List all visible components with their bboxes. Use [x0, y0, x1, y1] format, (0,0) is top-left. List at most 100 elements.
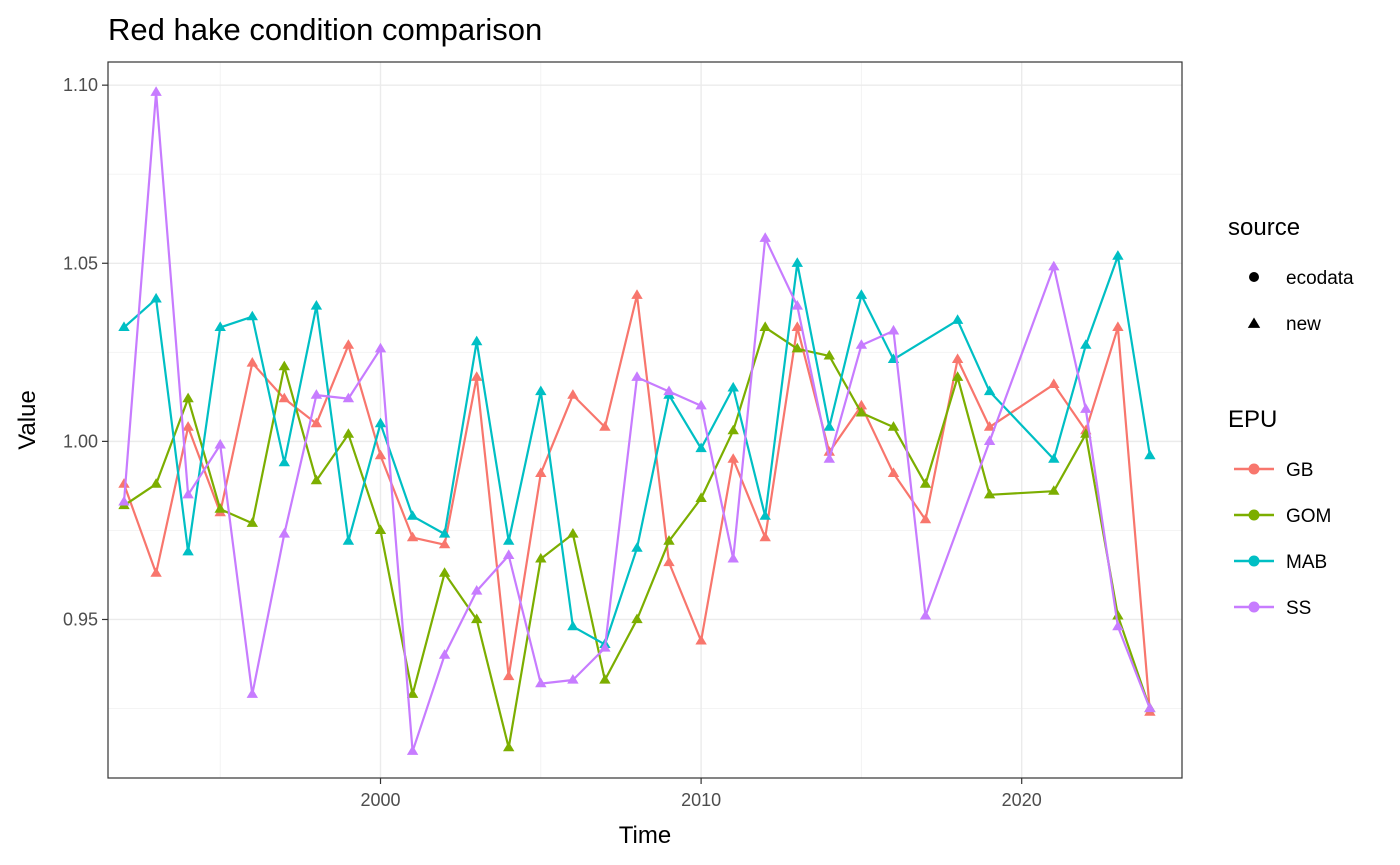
data-point — [1080, 403, 1092, 413]
data-point — [1112, 321, 1124, 331]
data-point — [503, 549, 515, 559]
series-line-gb — [122, 294, 1151, 713]
data-point — [471, 613, 483, 624]
legend: source ecodata new EPU GB GOM MAB SS — [1228, 214, 1354, 619]
data-point — [471, 335, 483, 346]
data-point — [406, 510, 419, 520]
data-point — [823, 453, 835, 463]
x-axis-title: Time — [619, 822, 671, 849]
series-layer — [118, 86, 1156, 755]
data-point — [791, 257, 803, 267]
data-point — [310, 474, 323, 485]
data-point — [1144, 449, 1156, 460]
data-point — [1112, 250, 1124, 260]
data-point — [823, 421, 835, 431]
data-point — [214, 503, 226, 513]
data-point — [887, 421, 900, 431]
data-point — [278, 456, 290, 467]
data-point — [342, 392, 355, 403]
data-point — [823, 349, 835, 360]
data-point — [406, 531, 419, 542]
data-point — [567, 620, 579, 631]
y-axis-title: Value — [14, 390, 41, 450]
data-point — [246, 688, 258, 698]
data-point — [567, 389, 579, 399]
data-point — [663, 556, 675, 567]
data-point — [791, 300, 803, 310]
data-point — [278, 392, 290, 403]
data-point — [983, 435, 996, 445]
x-tick-label: 2020 — [1002, 790, 1042, 810]
data-point — [727, 552, 739, 563]
data-point — [951, 314, 964, 324]
data-point — [1144, 702, 1156, 713]
data-point — [631, 371, 643, 381]
data-point — [727, 424, 739, 435]
data-point — [535, 467, 547, 477]
legend-key-point-ss — [1248, 601, 1260, 613]
data-point — [759, 321, 771, 331]
legend-label-ss: SS — [1286, 598, 1311, 619]
data-point — [663, 385, 675, 396]
data-point — [471, 585, 483, 595]
data-point — [150, 478, 162, 488]
data-point — [1112, 620, 1124, 631]
data-point — [855, 339, 868, 349]
panel-border — [107, 61, 1183, 779]
x-tick-label: 2000 — [360, 790, 400, 810]
data-point — [310, 300, 323, 310]
data-point — [150, 292, 162, 303]
grid — [108, 62, 1182, 778]
data-point — [246, 310, 258, 321]
data-point — [406, 745, 419, 755]
data-point — [374, 342, 387, 353]
data-point — [150, 86, 162, 96]
data-point — [791, 321, 803, 331]
data-point — [214, 321, 226, 331]
series-line-gom — [123, 326, 1151, 749]
legend-label-ecodata: ecodata — [1286, 268, 1354, 289]
y-tick-label: 1.00 — [63, 431, 98, 451]
data-point — [503, 670, 515, 681]
data-point — [599, 421, 611, 431]
data-point — [759, 510, 771, 520]
data-point — [599, 642, 611, 652]
data-point — [438, 528, 451, 538]
data-point — [406, 688, 419, 698]
data-point — [503, 741, 515, 752]
data-point — [983, 385, 996, 396]
legend-key-ecodata — [1249, 272, 1259, 282]
data-point — [535, 677, 547, 688]
data-point — [1048, 378, 1060, 388]
data-point — [1048, 453, 1060, 463]
data-point — [855, 406, 868, 417]
data-point — [438, 567, 451, 577]
data-point — [118, 321, 130, 331]
data-point — [1112, 609, 1124, 620]
data-point — [1080, 339, 1092, 349]
data-point — [887, 467, 900, 477]
data-point — [631, 289, 643, 299]
data-point — [535, 385, 547, 396]
data-point — [951, 371, 964, 381]
y-tick-label: 1.10 — [63, 75, 98, 95]
data-point — [246, 357, 258, 367]
data-point — [727, 453, 739, 463]
y-tick-label: 1.05 — [63, 253, 98, 273]
data-point — [246, 517, 258, 527]
data-point — [471, 371, 483, 381]
data-point — [214, 438, 226, 449]
data-point — [663, 535, 675, 545]
data-point — [374, 449, 387, 460]
legend-label-new: new — [1286, 314, 1321, 335]
data-point — [855, 289, 868, 299]
series-line-mab — [123, 255, 1151, 646]
data-point — [182, 545, 194, 556]
data-point — [983, 421, 996, 431]
legend-title-epu: EPU — [1228, 406, 1277, 433]
data-point — [438, 649, 451, 659]
data-point — [919, 513, 932, 524]
data-point — [759, 531, 771, 542]
legend-key-point-gb — [1248, 463, 1260, 475]
